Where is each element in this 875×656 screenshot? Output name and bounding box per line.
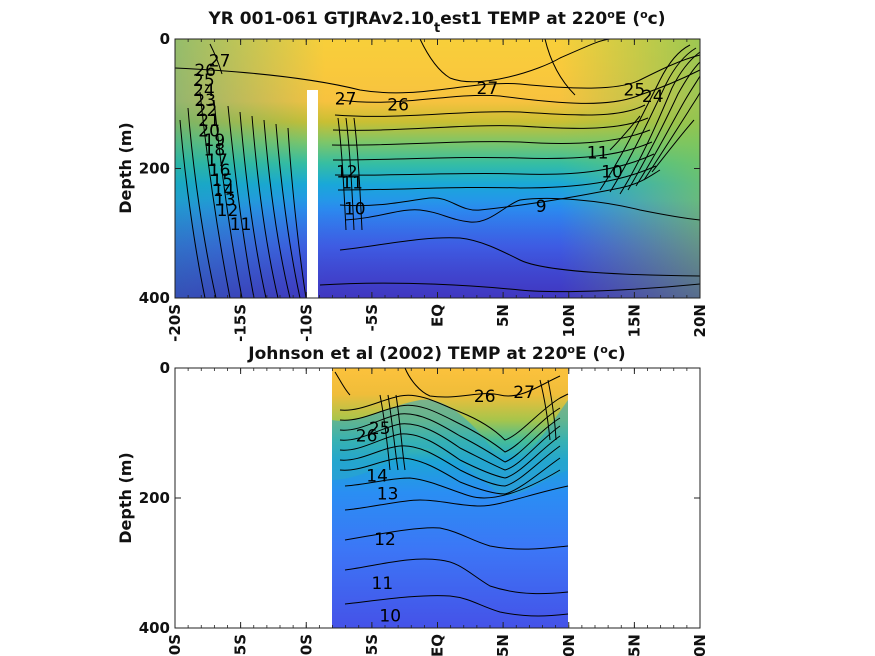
bottom-x-tick-label: 20N (691, 634, 709, 656)
top-x-tick-label: 20N (691, 304, 709, 337)
bottom-title-part: o (567, 343, 575, 356)
bottom-contour-label: 11 (372, 574, 394, 594)
top-x-tick-label: -5S (363, 304, 381, 331)
bottom-x-tick-label: -20S (166, 634, 184, 656)
top-title-part: est1 TEMP at 220 (440, 9, 607, 29)
top-contour-label: 26 (194, 61, 216, 81)
top-contour-label: 12 (336, 163, 358, 183)
top-contour-label: 21 (198, 111, 220, 131)
bottom-contour-label: 14 (366, 466, 388, 486)
bottom-x-tick-label: -5S (363, 634, 381, 656)
top-contour-label: 19 (204, 131, 226, 151)
top-panel: YR 001-061 GTJRAv2.10test1 TEMP at 220oE… (116, 8, 709, 342)
bottom-contour-label: 25 (369, 419, 391, 439)
top-contour-label: 22 (196, 101, 218, 121)
bottom-y-tick-label: 0 (160, 359, 170, 377)
top-x-tick-label: -15S (232, 304, 250, 342)
top-data-gap (307, 90, 318, 298)
bottom-title-part: Johnson et al (2002) TEMP at 220 (247, 344, 567, 364)
bottom-contour-label: 26 (356, 427, 378, 447)
top-contour-lines (174, 38, 701, 299)
bottom-x-axis: -20S -15S -10S -5S EQ 5N 10N 15N 20N (166, 368, 709, 656)
top-contour-label: 13 (214, 191, 236, 211)
bottom-y-tick-label: 200 (139, 489, 170, 507)
top-x-tick-label: -20S (166, 304, 184, 342)
top-contour-label: 10 (344, 200, 366, 220)
bottom-panel: Johnson et al (2002) TEMP at 220oE (oc) (116, 343, 709, 656)
top-chart-title: YR 001-061 GTJRAv2.10test1 TEMP at 220oE… (207, 8, 665, 36)
top-contour-label: 18 (204, 141, 226, 161)
bottom-title-part: o (600, 343, 608, 356)
top-contour-label: 24 (642, 87, 664, 107)
top-contour-label: 25 (193, 71, 215, 91)
top-y-axis: 0 200 400 (139, 30, 700, 307)
top-title-part: c) (648, 9, 666, 29)
top-x-axis: -20S -15S -10S -5S EQ 5N 10N 15N 20N (166, 39, 709, 342)
top-contour-label: 27 (335, 90, 357, 110)
top-contour-label: 17 (206, 151, 228, 171)
top-y-tick-label: 400 (139, 289, 170, 307)
bottom-x-tick-label: 10N (560, 634, 578, 656)
bottom-contour-lines (334, 367, 569, 617)
bottom-temperature-field (332, 368, 568, 628)
top-x-tick-label: -10S (297, 304, 315, 342)
bottom-y-axis: 0 200 400 (139, 359, 700, 637)
bottom-title-part: c) (608, 344, 626, 364)
bottom-chart-title: Johnson et al (2002) TEMP at 220oE (oc) (247, 343, 625, 365)
top-title-part: o (607, 8, 615, 21)
top-contour-label: 26 (387, 95, 409, 115)
top-title-part: E ( (615, 9, 640, 29)
top-contour-label: 11 (230, 215, 252, 235)
top-contour-label: 25 (624, 81, 646, 101)
bottom-title-part: E ( (575, 344, 600, 364)
top-contour-label: 12 (217, 201, 239, 221)
bottom-x-tick-label: -15S (232, 634, 250, 656)
top-x-tick-label: 5N (494, 304, 512, 327)
top-title-part: t (434, 21, 440, 36)
bottom-contour-label: 10 (379, 607, 401, 627)
top-contour-label: 27 (209, 51, 231, 71)
top-contour-label: 11 (341, 174, 363, 194)
top-contour-label: 16 (209, 161, 231, 181)
top-contour-label: 20 (198, 121, 220, 141)
bottom-thermocline-shade (332, 399, 568, 496)
top-x-tick-label: EQ (429, 304, 447, 327)
top-contour-label: 27 (477, 79, 499, 99)
bottom-y-axis-label: Depth (m) (116, 452, 135, 544)
top-deep-shade (175, 200, 700, 298)
top-title-part: o (640, 8, 648, 21)
bottom-x-tick-label: -10S (297, 634, 315, 656)
top-contour-label: 15 (211, 171, 233, 191)
top-contour-label: 10 (601, 163, 623, 183)
bottom-x-tick-label: EQ (429, 634, 447, 656)
top-x-tick-label: 10N (560, 304, 578, 337)
top-y-tick-label: 0 (160, 30, 170, 48)
bottom-y-tick-label: 400 (139, 619, 170, 637)
bottom-contour-label: 12 (374, 530, 396, 550)
top-contour-label: 14 (213, 181, 235, 201)
top-title-part: YR 001-061 GTJRAv2.10 (207, 9, 434, 29)
bottom-contour-label: 26 (474, 387, 496, 407)
top-x-tick-label: 15N (625, 304, 643, 337)
top-contour-label: 24 (193, 81, 215, 101)
top-contour-label: 9 (536, 197, 547, 217)
bottom-x-tick-label: 5N (494, 634, 512, 656)
top-y-tick-label: 200 (139, 160, 170, 178)
top-contour-label: 23 (194, 91, 216, 111)
top-contour-label: 11 (587, 143, 609, 163)
bottom-contour-label: 13 (377, 484, 399, 504)
bottom-contour-label: 27 (513, 383, 535, 403)
bottom-x-tick-label: 15N (625, 634, 643, 656)
top-y-axis-label: Depth (m) (116, 122, 135, 214)
